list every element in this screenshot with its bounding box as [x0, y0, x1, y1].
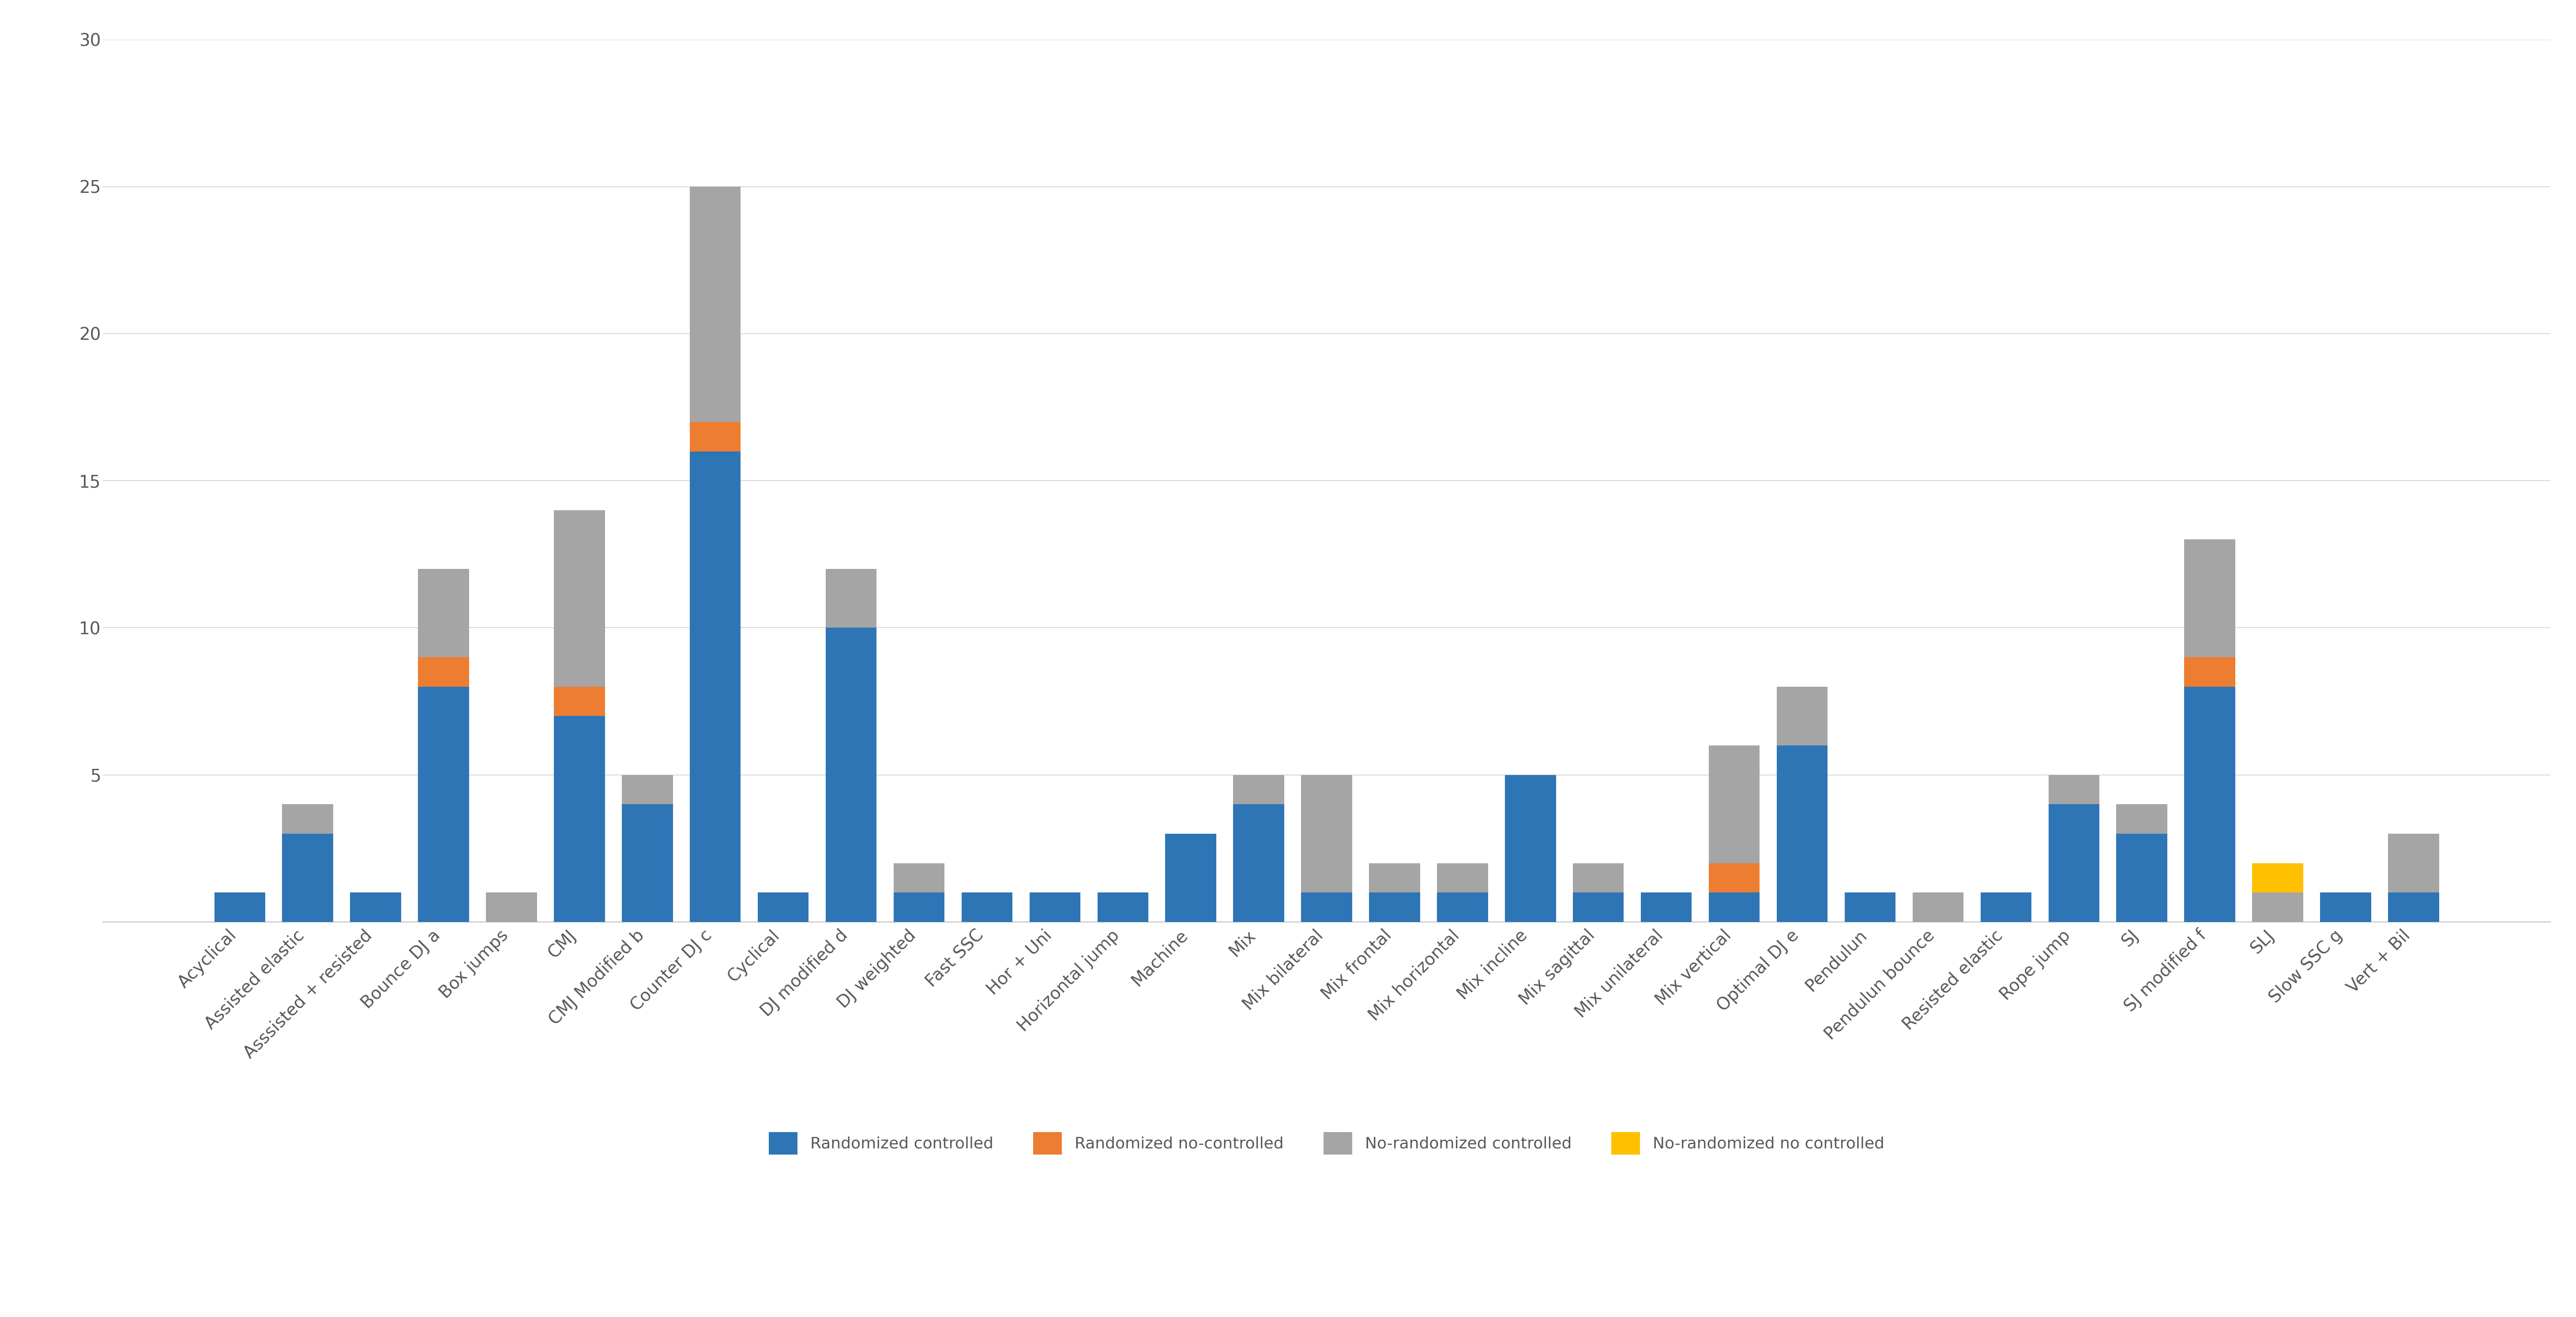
Bar	[1708, 863, 1759, 893]
Bar	[2388, 834, 2439, 893]
Bar	[690, 421, 742, 452]
Bar	[554, 716, 605, 922]
Bar	[2048, 805, 2099, 922]
Bar	[2184, 540, 2236, 657]
Bar	[1234, 805, 1285, 922]
Bar	[621, 805, 672, 922]
Bar	[1301, 893, 1352, 922]
Bar	[1368, 863, 1419, 893]
Bar	[2388, 893, 2439, 922]
Bar	[1641, 893, 1692, 922]
Bar	[554, 686, 605, 716]
Bar	[894, 893, 945, 922]
Bar	[2251, 863, 2303, 893]
Legend: Randomized controlled, Randomized no-controlled, No-randomized controlled, No-ra: Randomized controlled, Randomized no-con…	[760, 1123, 1893, 1163]
Bar	[2251, 893, 2303, 922]
Bar	[2048, 774, 2099, 805]
Bar	[417, 569, 469, 657]
Bar	[757, 893, 809, 922]
Bar	[417, 657, 469, 686]
Bar	[1437, 893, 1489, 922]
Bar	[827, 628, 876, 922]
Bar	[1981, 893, 2032, 922]
Bar	[1164, 834, 1216, 922]
Bar	[1504, 774, 1556, 922]
Bar	[1708, 745, 1759, 863]
Bar	[1234, 774, 1285, 805]
Bar	[961, 893, 1012, 922]
Bar	[2117, 834, 2166, 922]
Bar	[1708, 893, 1759, 922]
Bar	[2184, 686, 2236, 922]
Bar	[1574, 863, 1623, 893]
Bar	[1301, 774, 1352, 893]
Bar	[621, 774, 672, 805]
Bar	[1368, 893, 1419, 922]
Bar	[1437, 863, 1489, 893]
Bar	[214, 893, 265, 922]
Bar	[554, 510, 605, 686]
Bar	[350, 893, 402, 922]
Bar	[2321, 893, 2370, 922]
Bar	[690, 187, 742, 421]
Bar	[2117, 805, 2166, 834]
Bar	[894, 863, 945, 893]
Bar	[1574, 893, 1623, 922]
Bar	[1777, 745, 1826, 922]
Bar	[1097, 893, 1149, 922]
Bar	[1030, 893, 1079, 922]
Bar	[1911, 893, 1963, 922]
Bar	[283, 805, 332, 834]
Bar	[1777, 686, 1826, 745]
Bar	[690, 452, 742, 922]
Bar	[2184, 657, 2236, 686]
Bar	[827, 569, 876, 628]
Bar	[1844, 893, 1896, 922]
Bar	[283, 834, 332, 922]
Bar	[487, 893, 536, 922]
Bar	[417, 686, 469, 922]
